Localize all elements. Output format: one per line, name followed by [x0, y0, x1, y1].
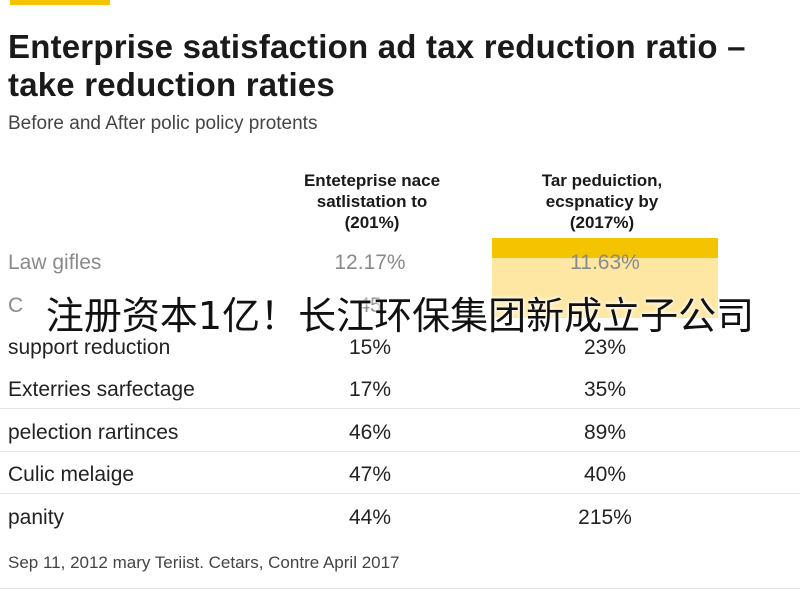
table-row: pelection rartinces 46% 89%	[0, 415, 800, 455]
cell-tax-reduction: 11.63%	[570, 251, 640, 274]
cell-satisfaction: 47%	[348, 463, 392, 486]
chart-title: Enterprise satisfaction ad tax reduction…	[8, 28, 746, 103]
cell-tax-reduction: 40%	[583, 463, 627, 486]
source-footnote: Sep 11, 2012 mary Teriist. Cetars, Contr…	[8, 553, 400, 572]
cell-tax-reduction: 89%	[583, 421, 627, 444]
table-row: support reduction 15% 23%	[0, 330, 800, 370]
highlight-column-top-band	[492, 238, 718, 258]
row-label: panity	[8, 506, 65, 529]
cell-tax-reduction: 215%	[578, 506, 632, 529]
cell-tax-reduction: 35%	[583, 378, 627, 401]
cell-satisfaction: 15%	[348, 336, 392, 359]
column-header-tax-reduction: Tar peduiction, ecspnaticy by (2017%)	[541, 171, 663, 232]
cell-satisfaction: 44%	[348, 506, 392, 529]
row-label: C	[8, 294, 24, 317]
row-divider	[0, 451, 800, 452]
table-row: panity 44% 215%	[0, 500, 800, 540]
cell-tax-reduction: 23%	[583, 336, 627, 359]
cell-satisfaction: 17%	[348, 378, 392, 401]
accent-bar	[10, 0, 110, 5]
row-divider	[0, 408, 800, 409]
column-header-satisfaction: Enteteprise nace satlistation to (201%)	[303, 171, 441, 232]
cell-satisfaction: 45	[358, 294, 382, 317]
cell-satisfaction: 12.17%	[334, 251, 406, 274]
row-label: Exterries sarfectage	[8, 378, 195, 401]
table-row: Culic melaige 47% 40%	[0, 457, 800, 497]
bottom-divider	[0, 588, 800, 589]
table-row: Exterries sarfectage 17% 35%	[0, 372, 800, 412]
table-row: C 45	[0, 288, 800, 328]
row-label: support reduction	[8, 336, 171, 359]
cell-satisfaction: 46%	[348, 421, 392, 444]
row-label: pelection rartinces	[8, 421, 179, 444]
row-label: Law gifles	[8, 251, 102, 274]
chart-subtitle: Before and After polic policy protents	[8, 113, 318, 134]
row-label: Culic melaige	[8, 463, 135, 486]
overlay-caption: 注册资本1亿！长江环保集团新成立子公司	[45, 294, 755, 338]
table-row: Law gifles 12.17% 11.63%	[0, 245, 800, 285]
row-divider	[0, 493, 800, 494]
